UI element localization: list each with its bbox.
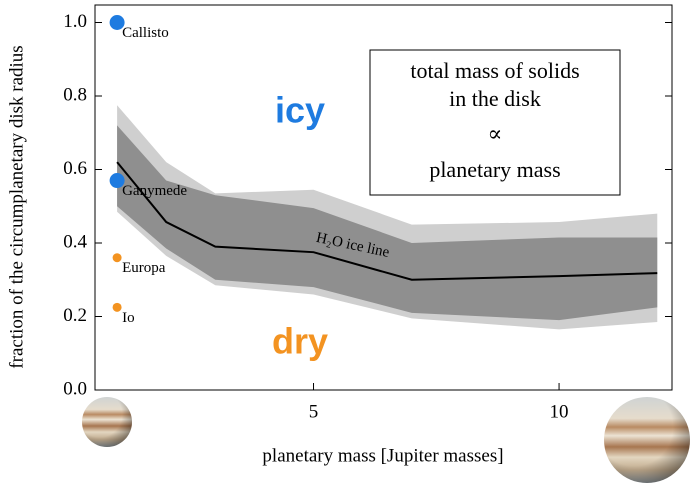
moon-point xyxy=(112,253,122,263)
x-axis-title: planetary mass [Jupiter masses] xyxy=(262,445,503,466)
jupiter-large xyxy=(604,397,690,483)
y-tick-label: 0.2 xyxy=(63,305,87,326)
plot-frame xyxy=(94,4,673,391)
moon-label: Callisto xyxy=(122,25,169,41)
y-tick-label: 0.8 xyxy=(63,84,87,105)
icy-label: icy xyxy=(275,90,325,131)
box-text: ∝ xyxy=(488,121,503,146)
moon-point xyxy=(109,15,125,30)
y-tick-label: 0.4 xyxy=(63,231,87,252)
box-text: in the disk xyxy=(449,86,541,111)
x-tick-label: 10 xyxy=(550,401,569,422)
y-axis-title: fraction of the circumplanetary disk rad… xyxy=(6,45,27,368)
y-tick-label: 0.6 xyxy=(63,158,87,179)
jupiter-small xyxy=(82,397,132,447)
x-tick-label: 5 xyxy=(309,401,319,422)
ice-line xyxy=(116,161,658,281)
moon-point xyxy=(109,173,125,189)
box-text: total mass of solids xyxy=(410,58,579,83)
uncertainty-band xyxy=(117,125,658,321)
moon-label: Ganymede xyxy=(122,183,187,199)
moon-label: Io xyxy=(122,310,135,326)
moon-label: Europa xyxy=(122,260,166,276)
annotation-box xyxy=(369,49,621,196)
y-tick-label: 0.0 xyxy=(63,378,87,399)
y-tick-label: 1.0 xyxy=(63,11,87,32)
moon-point xyxy=(112,302,122,312)
box-text: planetary mass xyxy=(429,157,560,182)
dry-label: dry xyxy=(272,321,328,362)
